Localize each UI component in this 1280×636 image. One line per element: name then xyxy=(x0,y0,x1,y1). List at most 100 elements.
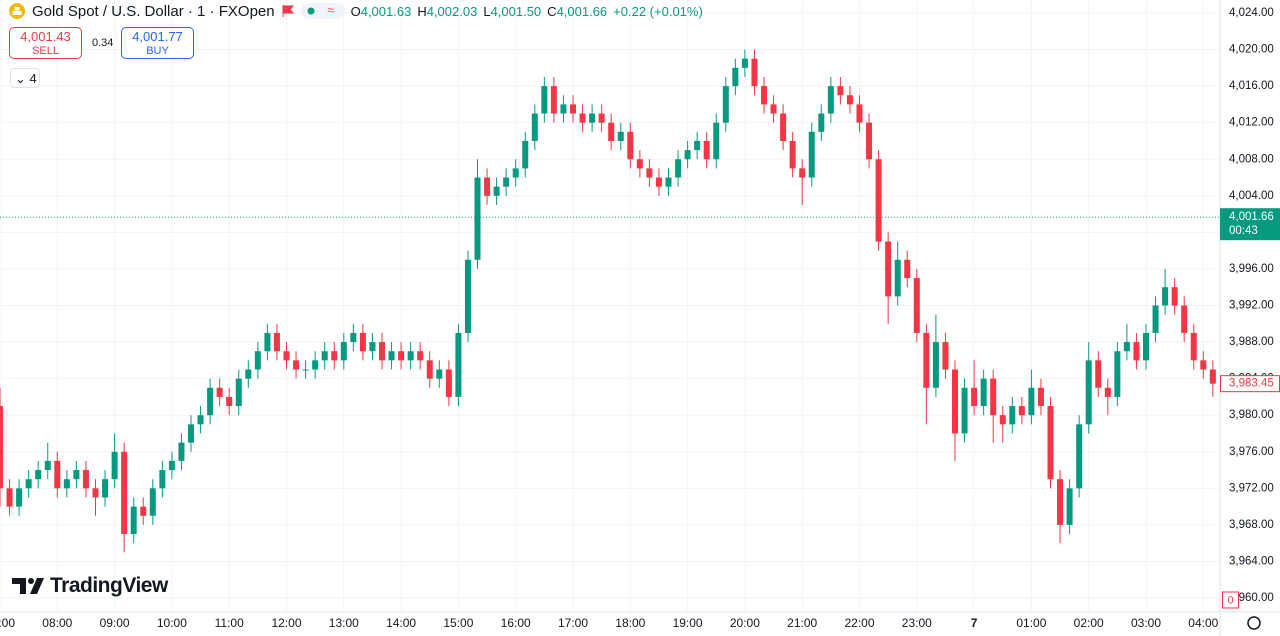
change: +0.22 (+0.01%) xyxy=(613,3,703,19)
y-tick-label: 3,964.00 xyxy=(1229,555,1274,567)
candle-body xyxy=(512,168,519,178)
candle-body xyxy=(273,332,280,352)
x-tick-label: 08:00 xyxy=(42,616,72,630)
candle-body xyxy=(264,332,271,352)
candle-body xyxy=(436,369,443,379)
symbol-title[interactable]: Gold Spot / U.S. Dollar · 1 · FXOpen xyxy=(32,2,275,20)
candle-body xyxy=(54,460,61,489)
flag-icon[interactable] xyxy=(281,4,295,18)
candle-body xyxy=(302,369,309,371)
candle-body xyxy=(990,378,997,416)
candle-body xyxy=(741,58,748,68)
y-tick-label: 4,016.00 xyxy=(1229,80,1274,92)
candle-body xyxy=(589,113,596,123)
ohlc-high: H4,002.03 xyxy=(417,4,477,19)
candle-body xyxy=(885,241,892,297)
candle-body xyxy=(818,113,825,132)
candle-body xyxy=(474,177,481,260)
y-tick-label: 3,996.00 xyxy=(1229,263,1274,275)
candle-body xyxy=(178,442,185,461)
candle-body xyxy=(894,259,901,297)
candle-body xyxy=(140,506,147,516)
candle-body xyxy=(837,86,844,96)
candle-body xyxy=(159,470,166,489)
ohlc-value: 4,002.03 xyxy=(426,3,478,19)
candle-body xyxy=(722,86,729,123)
header: Gold Spot / U.S. Dollar · 1 · FXOpen ≈ O… xyxy=(8,0,703,22)
candle-body xyxy=(531,113,538,141)
sell-button[interactable]: 4,001.43 SELL xyxy=(9,27,82,59)
x-tick-label: 15:00 xyxy=(443,616,473,630)
candle-body xyxy=(694,140,701,151)
candle-body xyxy=(1085,360,1092,425)
x-tick-label: 23:00 xyxy=(902,616,932,630)
candle-body xyxy=(866,122,873,160)
buy-button[interactable]: 4,001.77 BUY xyxy=(121,27,194,59)
current-price-label: 3,983.45 xyxy=(1229,378,1274,390)
ohlc-label: C xyxy=(547,3,557,19)
candle-body xyxy=(598,113,605,123)
candle-body xyxy=(904,259,911,279)
candles xyxy=(0,49,1220,553)
candle-body xyxy=(245,369,252,379)
candle-body xyxy=(1114,351,1121,397)
candle-body xyxy=(369,342,376,352)
spread: 0.34 xyxy=(92,37,114,49)
candle-body xyxy=(913,278,920,333)
candle-body xyxy=(92,488,99,498)
x-tick-label: 11:00 xyxy=(215,616,244,630)
x-tick-label: 02:00 xyxy=(1074,616,1104,630)
candle-body xyxy=(1047,406,1054,480)
candle-body xyxy=(149,488,156,516)
indicator-toggle[interactable]: ⌄ 4 xyxy=(10,68,40,88)
price-label-box xyxy=(1220,208,1280,241)
candle-body xyxy=(417,351,424,361)
candle-body xyxy=(445,369,452,397)
candle-body xyxy=(63,479,70,489)
candle-body xyxy=(350,332,357,343)
candle-body xyxy=(111,451,118,480)
volume-label: 0 xyxy=(1227,594,1233,606)
candle-body xyxy=(856,104,863,123)
settings-icon xyxy=(1247,616,1261,630)
candle-body xyxy=(226,396,233,407)
indicator-count: 4 xyxy=(29,71,37,86)
candle-body xyxy=(646,168,653,178)
candle-body xyxy=(102,479,109,498)
candle-body xyxy=(216,387,223,397)
candle-body xyxy=(522,140,529,169)
candle-body xyxy=(1095,360,1102,388)
candle-body xyxy=(1133,342,1140,361)
candle-body xyxy=(1123,342,1130,352)
candle-body xyxy=(684,150,691,160)
candle-body xyxy=(293,360,300,370)
candle-body xyxy=(1209,369,1216,384)
candle-body xyxy=(617,131,624,141)
candle-body xyxy=(168,460,175,471)
ohlc-value: 4,001.63 xyxy=(360,3,412,19)
candle-body xyxy=(980,378,987,407)
candle-body xyxy=(570,104,576,114)
brand-logo xyxy=(12,578,44,594)
candle-body xyxy=(197,415,204,425)
y-tick-label: 4,008.00 xyxy=(1229,153,1274,165)
svg-text:≈: ≈ xyxy=(327,2,334,17)
candle-body xyxy=(379,342,385,361)
candle-body xyxy=(130,506,137,535)
candle-body xyxy=(340,342,347,361)
candle-body xyxy=(1181,305,1188,333)
candle-body xyxy=(627,131,634,160)
x-tick-label: 12:00 xyxy=(271,616,301,630)
candle-body xyxy=(1076,424,1083,489)
symbol-icon xyxy=(9,3,25,19)
candle-body xyxy=(550,86,557,114)
candle-body xyxy=(846,95,853,105)
candle-body xyxy=(254,351,261,370)
candle-body xyxy=(1143,332,1149,361)
candle-body xyxy=(398,351,405,361)
x-tick-label: 16:00 xyxy=(501,616,531,630)
y-tick-label: 3,972.00 xyxy=(1229,482,1274,494)
sell-price: 4,001.43 xyxy=(20,29,71,44)
